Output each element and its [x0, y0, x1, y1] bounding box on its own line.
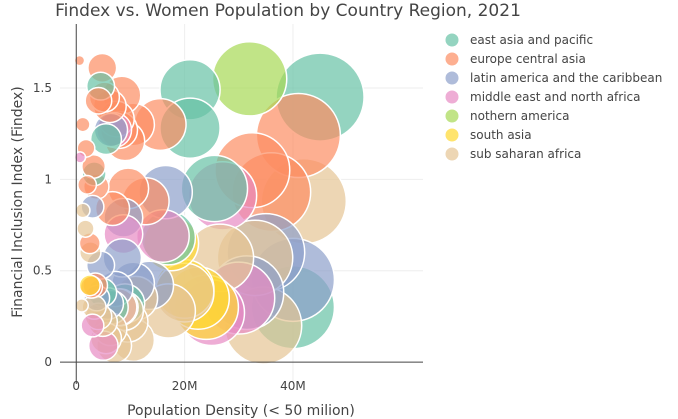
bubble-point[interactable] — [77, 174, 98, 195]
bubble-point[interactable] — [78, 274, 101, 297]
legend-label[interactable]: europe central asia — [470, 52, 586, 66]
legend-label[interactable]: nothern america — [470, 109, 569, 123]
legend-label[interactable]: east asia and pacific — [470, 33, 593, 47]
y-tick-label: 1 — [44, 172, 52, 186]
bubble-point[interactable] — [73, 54, 86, 67]
x-tick-label: 20M — [172, 379, 198, 393]
legend-label[interactable]: sub saharan africa — [470, 147, 581, 161]
y-axis-title: Financial Inclusion Index (Findex) — [10, 86, 26, 318]
x-tick-label: 0 — [72, 379, 80, 393]
bubble-point[interactable] — [76, 219, 95, 238]
axis-layer: 0 20M 40M 0 0.5 1 1.5 — [33, 24, 423, 393]
bubble-point[interactable] — [89, 122, 123, 156]
bubble-point[interactable] — [211, 40, 288, 117]
legend-marker[interactable] — [444, 51, 460, 67]
bubble-point[interactable] — [74, 116, 91, 133]
legend-marker[interactable] — [444, 146, 460, 162]
legend-marker[interactable] — [444, 127, 460, 143]
bubble-point[interactable] — [84, 86, 113, 115]
legend-label[interactable]: south asia — [470, 128, 532, 142]
chart-title: Findex vs. Women Population by Country R… — [55, 1, 521, 21]
x-tick-label: 40M — [280, 379, 306, 393]
legend-marker[interactable] — [444, 89, 460, 105]
bubbles-layer — [73, 40, 365, 365]
legend: east asia and pacific europe central asia… — [444, 32, 662, 162]
x-axis-title: Population Density (< 50 milion) — [127, 403, 355, 419]
legend-marker[interactable] — [444, 70, 460, 86]
legend-marker[interactable] — [444, 32, 460, 48]
bubble-point[interactable] — [80, 313, 105, 338]
bubble-point[interactable] — [73, 151, 87, 164]
y-tick-label: 0 — [44, 355, 52, 369]
plot-area — [73, 40, 365, 365]
legend-label[interactable]: latin america and the caribbean — [470, 71, 662, 85]
legend-label[interactable]: middle east and north africa — [470, 90, 641, 104]
bubble-point[interactable] — [74, 202, 91, 219]
y-tick-label: 0.5 — [33, 264, 52, 278]
legend-marker[interactable] — [444, 108, 460, 124]
y-tick-label: 1.5 — [33, 81, 52, 95]
bubble-point[interactable] — [74, 298, 89, 313]
